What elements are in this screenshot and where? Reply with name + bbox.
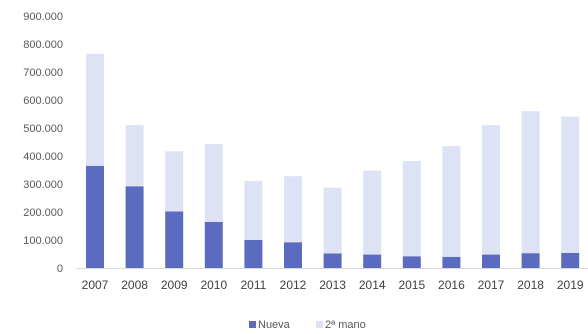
y-tick-label: 500.000 (23, 123, 63, 135)
bar-nueva-2013 (323, 253, 342, 268)
bar-segunda-mano-2008 (125, 125, 144, 187)
bars (86, 53, 580, 268)
legend-swatch (316, 321, 323, 328)
bar-segunda-mano-2011 (244, 180, 263, 240)
bar-nueva-2011 (244, 240, 263, 268)
legend-label: 2ª mano (325, 319, 366, 331)
bar-nueva-2015 (402, 256, 421, 268)
x-tick-label: 2014 (359, 278, 386, 292)
x-axis: 2007 2008 2009 2010 2011 2012 2013 2014 2015 2016… (82, 278, 584, 292)
bar-nueva-2007 (86, 165, 104, 268)
y-tick-label: 200.000 (23, 207, 63, 219)
bar-segunda-mano-2014 (363, 170, 382, 255)
bar-nueva-2019 (561, 252, 580, 268)
bar-segunda-mano-2012 (284, 176, 302, 243)
bar-nueva-2016 (442, 256, 461, 268)
bar-segunda-mano-2015 (402, 161, 421, 257)
bar-segunda-mano-2009 (165, 151, 184, 212)
x-tick-label: 2018 (517, 278, 544, 292)
legend-swatch (249, 321, 256, 328)
x-tick-label: 2008 (121, 278, 148, 292)
y-tick-label: 900.000 (23, 11, 63, 23)
x-tick-label: 2007 (82, 278, 109, 292)
bar-segunda-mano-2013 (323, 187, 342, 254)
y-tick-label: 400.000 (23, 151, 63, 163)
x-tick-label: 2009 (161, 278, 188, 292)
y-tick-label: 700.000 (23, 67, 63, 79)
y-tick-label: 0 (57, 263, 63, 275)
x-tick-label: 2012 (280, 278, 307, 292)
y-axis: 0 100.000 200.000 300.000 400.000 500.000 600.… (23, 11, 63, 275)
y-tick-label: 300.000 (23, 179, 63, 191)
x-tick-label: 2013 (319, 278, 346, 292)
x-tick-label: 2016 (438, 278, 465, 292)
bar-nueva-2010 (204, 221, 223, 268)
bar-nueva-2017 (482, 254, 500, 268)
bar-segunda-mano-2016 (442, 146, 461, 257)
y-tick-label: 600.000 (23, 95, 63, 107)
x-tick-label: 2011 (240, 278, 266, 292)
bar-nueva-2009 (165, 211, 184, 268)
x-tick-label: 2017 (478, 278, 505, 292)
bar-nueva-2008 (125, 186, 144, 268)
y-tick-label: 100.000 (23, 235, 63, 247)
bar-segunda-mano-2018 (521, 111, 540, 254)
x-tick-label: 2015 (398, 278, 425, 292)
x-tick-label: 2019 (557, 278, 584, 292)
bar-segunda-mano-2007 (86, 53, 104, 166)
bar-nueva-2018 (521, 253, 540, 268)
legend: Nueva 2ª mano (249, 319, 366, 331)
bar-segunda-mano-2010 (204, 143, 223, 222)
legend-label: Nueva (258, 319, 291, 331)
bar-segunda-mano-2019 (561, 116, 580, 253)
x-tick-label: 2010 (200, 278, 227, 292)
bar-segunda-mano-2017 (482, 125, 500, 255)
bar-nueva-2014 (363, 254, 382, 268)
y-tick-label: 800.000 (23, 39, 63, 51)
bar-nueva-2012 (284, 242, 302, 268)
